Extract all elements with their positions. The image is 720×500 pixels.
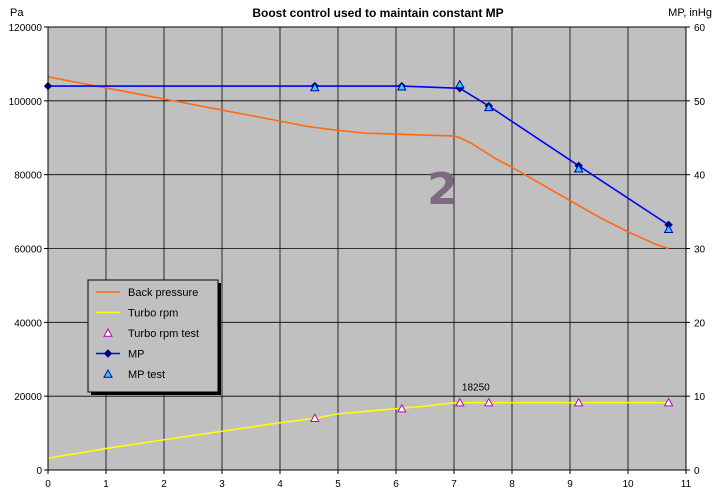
x-tick-label: 0 xyxy=(45,479,51,490)
data-point xyxy=(396,403,407,413)
chart-title: Boost control used to maintain constant … xyxy=(252,6,503,20)
y-right-tick-label: 40 xyxy=(694,171,706,182)
y-right-tick-label: 0 xyxy=(694,466,700,477)
legend-entry: MP test xyxy=(103,368,165,381)
y-left-tick-label: 40000 xyxy=(14,318,42,329)
data-point xyxy=(483,102,494,112)
data-point xyxy=(396,81,407,91)
legend-swatch-marker xyxy=(103,327,113,337)
data-point xyxy=(663,224,674,234)
y-left-tick-label: 100000 xyxy=(9,97,43,108)
data-point xyxy=(663,397,674,407)
y-left-unit-label: Pa xyxy=(10,7,24,19)
y-right-tick-label: 30 xyxy=(694,245,706,256)
legend-label: MP xyxy=(128,349,145,361)
y-right-tick-label: 10 xyxy=(694,392,706,403)
series-mp-test xyxy=(309,79,674,234)
series-back-pressure xyxy=(47,76,669,250)
x-tick-label: 3 xyxy=(219,479,225,490)
x-tick-label: 6 xyxy=(393,479,399,490)
y-left-tick-label: 80000 xyxy=(14,171,42,182)
data-point xyxy=(454,397,465,407)
data-point xyxy=(573,397,584,407)
legend-label: MP test xyxy=(128,369,165,381)
legend-entry: Back pressure xyxy=(96,287,198,299)
series-layer xyxy=(43,76,674,459)
x-tick-label: 10 xyxy=(622,479,634,490)
legend-entry: Turbo rpm xyxy=(96,308,178,320)
y-right-unit-label: MP, inHg xyxy=(668,7,712,19)
x-tick-label: 7 xyxy=(451,479,457,490)
legend-swatch-marker xyxy=(103,368,113,378)
legend: Back pressure Turbo rpm Turbo rpm test MP MP… xyxy=(87,279,221,395)
x-tick-label: 1 xyxy=(103,479,109,490)
axes: 0 1 2 3 4 5 6 7 8 9 10 1102000040000600008000010000… xyxy=(9,23,706,490)
data-point xyxy=(573,163,584,173)
data-point xyxy=(309,413,320,423)
legend-swatch-marker xyxy=(103,349,113,358)
data-point xyxy=(483,397,494,407)
series-line xyxy=(47,76,669,250)
y-left-tick-label: 0 xyxy=(36,466,42,477)
y-right-tick-label: 20 xyxy=(694,318,706,329)
y-right-tick-label: 60 xyxy=(694,23,706,34)
series-line xyxy=(47,401,669,459)
annotations: 18250 2 xyxy=(427,164,490,393)
y-left-tick-label: 120000 xyxy=(9,23,43,34)
x-tick-label: 8 xyxy=(509,479,515,490)
y-right-tick-label: 50 xyxy=(694,97,706,108)
x-tick-label: 2 xyxy=(161,479,167,490)
y-left-tick-label: 60000 xyxy=(14,245,42,256)
x-tick-label: 5 xyxy=(335,479,341,490)
data-point xyxy=(309,82,320,92)
legend-entry: Turbo rpm test xyxy=(103,327,199,340)
x-tick-label: 4 xyxy=(277,479,283,490)
series-turbo-rpm xyxy=(47,401,669,459)
overlay-number: 2 xyxy=(427,164,458,215)
data-label: 18250 xyxy=(462,383,490,394)
y-left-tick-label: 20000 xyxy=(14,392,42,403)
x-tick-label: 9 xyxy=(567,479,573,490)
legend-label: Back pressure xyxy=(128,287,198,299)
series-turbo-rpm-test xyxy=(309,397,674,423)
x-tick-label: 11 xyxy=(681,479,692,490)
legend-label: Turbo rpm test xyxy=(128,328,199,340)
legend-entry: MP xyxy=(96,349,145,361)
data-point xyxy=(454,79,465,89)
legend-label: Turbo rpm xyxy=(128,308,178,320)
